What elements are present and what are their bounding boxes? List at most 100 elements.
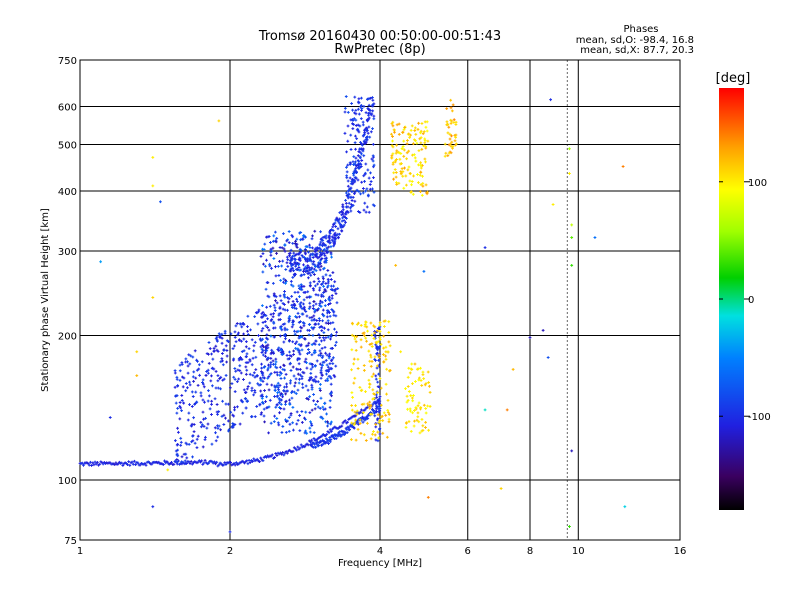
colorbar-label: [deg]: [716, 71, 751, 86]
data-point: [367, 103, 371, 107]
data-point: [334, 334, 338, 337]
data-point: [334, 218, 338, 222]
data-point: [306, 264, 310, 268]
data-point: [421, 132, 425, 136]
x-tick-label: 4: [377, 546, 383, 557]
data-point: [311, 334, 315, 337]
data-point: [347, 201, 351, 205]
data-point: [376, 439, 380, 443]
data-point: [357, 130, 361, 134]
data-point: [267, 328, 271, 332]
data-point: [214, 462, 217, 466]
data-point: [351, 203, 355, 207]
data-point: [265, 336, 268, 340]
data-point: [326, 284, 330, 288]
data-point: [278, 306, 282, 310]
data-point: [304, 429, 307, 433]
data-point: [313, 350, 317, 354]
data-point: [353, 337, 357, 341]
data-point: [324, 282, 328, 285]
data-point: [201, 445, 205, 449]
data-point: [188, 383, 192, 387]
data-point: [235, 322, 239, 325]
data-point: [217, 332, 221, 336]
data-point: [546, 356, 550, 359]
data-point: [180, 394, 184, 397]
data-point: [283, 295, 287, 299]
data-point: [266, 317, 269, 321]
data-point: [264, 264, 267, 268]
data-point: [291, 276, 295, 279]
data-point: [206, 371, 210, 375]
data-point: [414, 380, 417, 383]
data-point: [371, 127, 374, 131]
data-point: [326, 424, 329, 428]
data-point: [234, 324, 238, 328]
data-point: [233, 423, 237, 426]
data-point: [298, 295, 301, 299]
data-point: [369, 403, 373, 407]
data-point: [359, 431, 363, 435]
data-point: [184, 357, 188, 361]
data-point: [232, 375, 236, 379]
data-point: [382, 334, 386, 338]
data-point: [331, 225, 335, 229]
data-point: [175, 460, 179, 464]
data-point: [418, 173, 422, 177]
data-point: [328, 436, 332, 439]
data-point: [326, 420, 329, 424]
data-point: [322, 291, 326, 294]
data-point: [183, 459, 187, 463]
data-point: [309, 440, 312, 444]
data-point: [354, 112, 358, 116]
data-point: [321, 282, 324, 286]
data-point: [319, 371, 323, 375]
data-point: [252, 457, 256, 461]
data-point: [394, 151, 398, 155]
data-point: [304, 259, 308, 263]
data-point: [408, 171, 412, 175]
data-point: [291, 284, 295, 288]
data-point: [356, 163, 360, 167]
data-point: [281, 301, 285, 305]
data-point: [354, 404, 357, 407]
data-point: [200, 459, 204, 463]
data-point: [375, 364, 379, 368]
data-point: [319, 353, 322, 357]
data-point: [324, 351, 327, 355]
data-point: [346, 111, 350, 114]
colorbar-tick-label: 100: [748, 178, 767, 189]
data-point: [273, 362, 277, 366]
data-point: [424, 125, 428, 129]
data-point: [621, 165, 625, 168]
data-point: [277, 401, 281, 405]
data-point: [352, 357, 356, 361]
data-point: [304, 357, 308, 361]
data-point: [332, 241, 336, 245]
data-point: [262, 248, 266, 251]
data-point: [316, 246, 319, 250]
data-point: [311, 307, 315, 310]
data-point: [283, 322, 287, 326]
data-point: [185, 456, 189, 460]
data-point: [398, 157, 402, 161]
data-point: [379, 403, 383, 407]
data-point: [186, 386, 189, 390]
data-point: [296, 290, 300, 294]
data-point: [295, 410, 299, 414]
data-point: [86, 462, 90, 465]
data-point: [293, 306, 296, 310]
data-point: [312, 288, 316, 292]
data-point: [321, 417, 325, 421]
data-point: [353, 421, 357, 425]
data-point: [274, 299, 277, 303]
data-point: [362, 433, 366, 437]
data-point: [300, 348, 304, 352]
data-point: [417, 149, 421, 153]
data-point: [219, 375, 223, 379]
data-point: [332, 244, 336, 248]
data-point: [280, 398, 283, 402]
data-point: [344, 221, 347, 224]
data-point: [216, 426, 220, 430]
data-point: [422, 144, 426, 148]
